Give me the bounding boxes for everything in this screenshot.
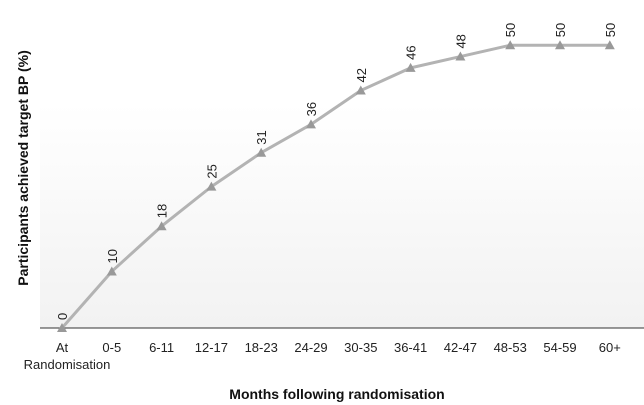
x-tick-label: At Randomisation <box>24 340 111 372</box>
x-tick-label: 42-47 <box>444 340 477 355</box>
x-tick-label: 0-5 <box>102 340 121 355</box>
data-point-marker <box>355 85 366 95</box>
x-tick-label: 6-11 <box>149 340 174 355</box>
data-point-marker <box>156 221 167 231</box>
data-label: 50 <box>553 23 568 37</box>
data-label: 36 <box>304 102 319 116</box>
data-point-marker <box>206 181 217 191</box>
x-tick-label: 48-53 <box>494 340 527 355</box>
data-markers <box>57 40 615 332</box>
x-tick-label: 12-17 <box>195 340 228 355</box>
data-label: 46 <box>404 45 419 59</box>
data-point-marker <box>106 266 117 276</box>
data-label: 25 <box>204 164 219 178</box>
data-point-marker <box>555 40 565 50</box>
data-label: 42 <box>354 68 369 82</box>
plot-background-band <box>40 103 644 328</box>
data-labels: 0 10 18 25 31 36 42 46 48 50 50 50 <box>55 23 618 320</box>
x-tick-label: 18-23 <box>245 340 278 355</box>
x-tick-label: 24-29 <box>294 340 327 355</box>
data-label: 48 <box>453 34 468 48</box>
data-label: 50 <box>503 23 518 37</box>
x-tick-label: 54-59 <box>543 340 576 355</box>
data-label: 31 <box>254 130 269 144</box>
data-label: 0 <box>55 313 70 320</box>
data-label: 18 <box>155 204 170 218</box>
data-point-marker <box>455 51 466 61</box>
x-tick-label: 36-41 <box>394 340 427 355</box>
data-point-marker <box>405 62 416 72</box>
series-line <box>60 43 610 329</box>
data-point-marker <box>505 40 516 50</box>
data-label: 10 <box>105 249 120 263</box>
data-point-marker <box>306 119 316 129</box>
data-point-marker <box>256 147 267 157</box>
x-axis-label: Months following randomisation <box>229 386 444 402</box>
x-tick-label: 30-35 <box>344 340 377 355</box>
data-point-marker <box>57 323 67 332</box>
x-tick-label: 60+ <box>599 340 621 355</box>
y-axis-label: Participants achieved target BP (%) <box>15 50 31 285</box>
data-label: 50 <box>603 23 618 37</box>
data-point-marker <box>604 40 615 50</box>
